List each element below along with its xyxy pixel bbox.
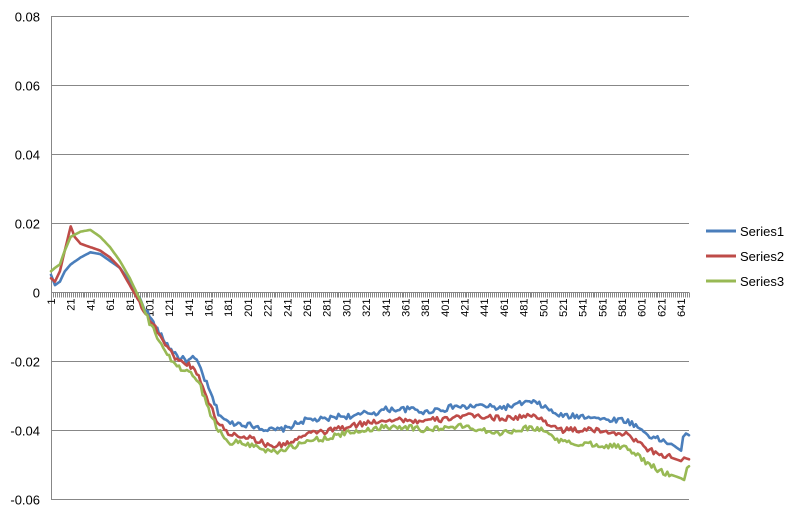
x-tick-label: 521 (558, 299, 570, 317)
x-tick-label: 461 (499, 299, 511, 317)
x-tick-label: 641 (676, 299, 688, 317)
y-tick-label: 0.06 (15, 79, 40, 94)
x-tick-label: 341 (381, 299, 393, 317)
x-tick-label: 601 (637, 299, 649, 317)
x-tick-label: 61 (105, 299, 117, 311)
legend: Series1 Series2 Series3 (706, 224, 784, 289)
y-tick-label: 0.08 (15, 10, 40, 25)
series-line-series1 (49, 251, 691, 452)
x-tick-label: 41 (85, 299, 97, 311)
series-line-series2 (49, 225, 691, 463)
x-tick-label: 141 (184, 299, 196, 317)
y-tick-label: -0.02 (10, 355, 40, 370)
y-tick-label: 0.04 (15, 148, 40, 163)
x-tick-label: 541 (578, 299, 590, 317)
x-tick-label: 161 (204, 299, 216, 317)
y-tick-label: -0.04 (10, 424, 40, 439)
y-tick-label: 0.02 (15, 217, 40, 232)
x-tick-label: 421 (460, 299, 472, 317)
x-tick-label: 181 (223, 299, 235, 317)
x-tick-label: 201 (243, 299, 255, 317)
x-tick-label: 401 (440, 299, 452, 317)
x-tick-label: 621 (656, 299, 668, 317)
x-tick-label: 301 (341, 299, 353, 317)
series-lines (49, 225, 691, 482)
axes: 0.080.060.040.020-0.02-0.04-0.061 21 41 61 8… (10, 10, 690, 508)
y-tick-label: -0.06 (10, 493, 40, 508)
x-tick-label: 361 (400, 299, 412, 317)
x-tick-label: 381 (420, 299, 432, 317)
x-tick-label: 441 (479, 299, 491, 317)
x-tick-label: 121 (164, 299, 176, 317)
x-tick-label: 481 (519, 299, 531, 317)
x-tick-label: 561 (597, 299, 609, 317)
x-tick-label: 21 (66, 299, 78, 311)
x-tick-label: 581 (617, 299, 629, 317)
x-tick-label: 241 (282, 299, 294, 317)
x-tick-label: 1 (46, 299, 58, 305)
series-line-series3 (49, 228, 691, 482)
x-tick-label: 281 (322, 299, 334, 317)
x-tick-label: 261 (302, 299, 314, 317)
legend-label: Series2 (740, 249, 784, 264)
x-tick-label: 501 (538, 299, 550, 317)
x-tick-label: 321 (361, 299, 373, 317)
legend-label: Series1 (740, 224, 784, 239)
gridlines (51, 16, 689, 500)
legend-label: Series3 (740, 274, 784, 289)
x-tick-label: 221 (263, 299, 275, 317)
x-tick-label: 81 (125, 299, 137, 311)
y-tick-label: 0 (33, 286, 40, 301)
